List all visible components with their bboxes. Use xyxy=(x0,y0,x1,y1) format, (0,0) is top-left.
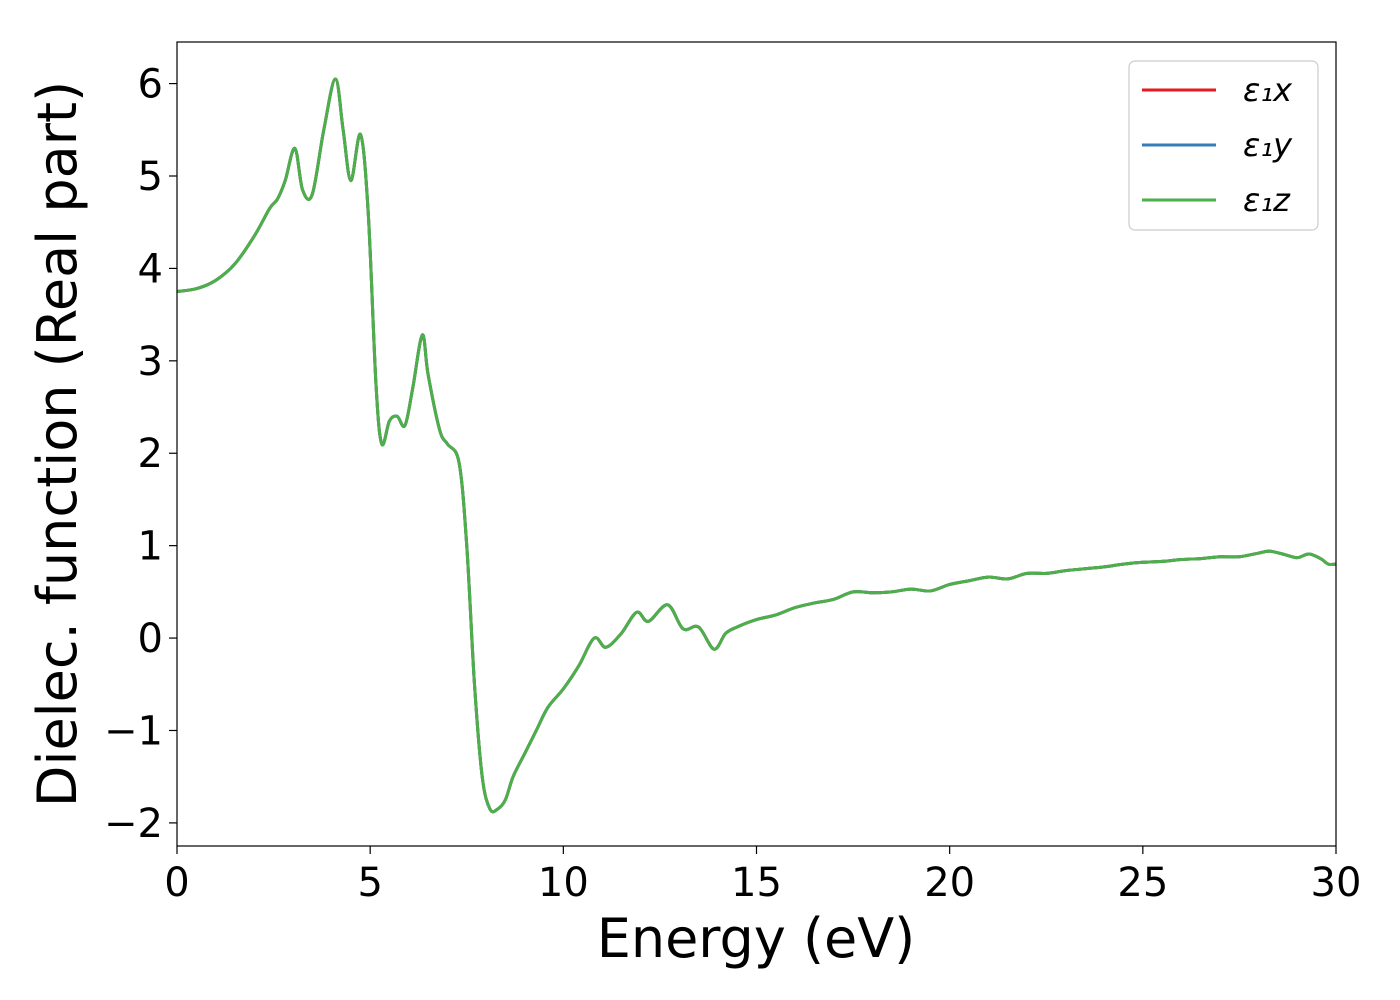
y-tick-label: 1 xyxy=(138,524,163,570)
y-tick-label: 6 xyxy=(138,62,163,108)
y-tick-label: 2 xyxy=(138,431,163,477)
legend-label: ε₁x xyxy=(1243,71,1293,109)
y-tick-label: 0 xyxy=(138,616,163,662)
x-tick-label: 15 xyxy=(731,860,782,906)
legend-label: ε₁z xyxy=(1243,181,1291,219)
x-tick-label: 5 xyxy=(357,860,382,906)
legend-box xyxy=(1128,60,1319,231)
x-axis: 0 5 10 15 20 25 30 xyxy=(164,846,1361,906)
x-axis-title: Energy (eV) xyxy=(597,907,916,970)
x-tick-label: 0 xyxy=(164,860,189,906)
y-tick-label: 3 xyxy=(138,339,163,385)
legend-label: ε₁y xyxy=(1243,126,1293,164)
y-tick-label: −1 xyxy=(104,708,163,754)
y-tick-label: 5 xyxy=(138,154,163,200)
y-tick-label: 4 xyxy=(138,246,163,292)
x-tick-label: 25 xyxy=(1117,860,1168,906)
y-tick-label: −2 xyxy=(104,801,163,847)
x-tick-label: 20 xyxy=(924,860,975,906)
x-tick-label: 30 xyxy=(1311,860,1362,906)
y-axis-title: Dielec. function (Real part) xyxy=(26,81,89,807)
y-axis: −2 −1 0 1 2 3 4 5 6 xyxy=(104,62,177,847)
x-tick-label: 10 xyxy=(538,860,589,906)
series-layer xyxy=(177,77,1336,814)
legend: ε₁x ε₁y ε₁z xyxy=(1128,60,1319,231)
series-line-3 xyxy=(177,77,1336,814)
